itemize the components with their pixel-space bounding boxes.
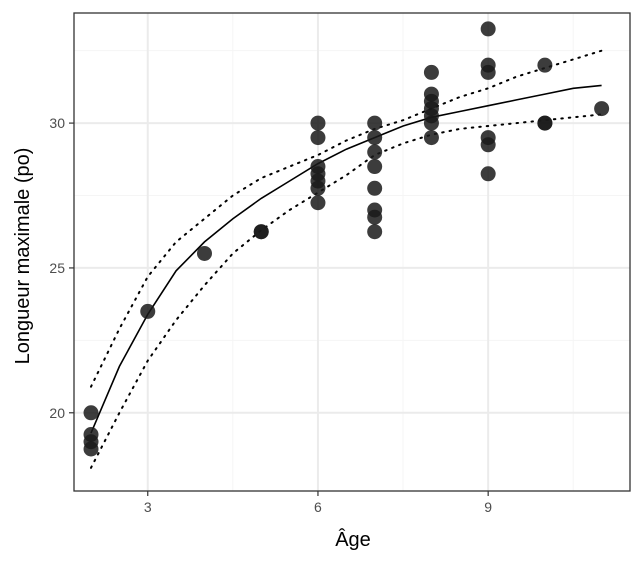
data-point [310, 195, 326, 211]
x-axis: 3 6 9 [144, 491, 492, 515]
x-tick-label: 6 [314, 499, 322, 515]
data-point [537, 57, 553, 73]
data-point [140, 303, 156, 319]
data-point [480, 21, 496, 37]
data-point [310, 180, 326, 196]
data-point [480, 64, 496, 80]
y-tick-label: 30 [49, 115, 65, 131]
fit-curve-group [90, 84, 602, 434]
data-point [367, 224, 383, 240]
y-tick-label: 20 [49, 405, 65, 421]
data-point [310, 115, 326, 131]
panel-background [74, 13, 630, 491]
data-point [480, 166, 496, 182]
data-point [83, 405, 99, 421]
data-point [367, 144, 383, 160]
data-point [367, 209, 383, 225]
data-point [537, 115, 553, 131]
data-point [423, 115, 439, 131]
data-point [423, 64, 439, 80]
data-point [423, 130, 439, 146]
y-axis: 20 25 30 [49, 115, 74, 421]
minor-gridlines [74, 13, 630, 491]
data-point [367, 115, 383, 131]
confidence-bands [90, 49, 603, 469]
data-point [253, 224, 269, 240]
upper-band-line [90, 49, 603, 388]
data-point [367, 180, 383, 196]
x-tick-label: 3 [144, 499, 152, 515]
x-axis-title: Âge [335, 528, 371, 551]
data-point [367, 159, 383, 175]
data-points [83, 21, 610, 457]
y-tick-label: 25 [49, 260, 65, 276]
major-gridlines [74, 13, 630, 491]
plot-panel [73, 12, 631, 492]
panel-border [73, 12, 631, 492]
lower-band-line [90, 113, 603, 469]
fit-curve-line [90, 84, 602, 434]
x-tick-label: 9 [484, 499, 492, 515]
data-point [196, 245, 212, 261]
data-point [594, 101, 610, 117]
y-axis-title: Longueur maximale (po) [12, 148, 34, 365]
data-point [310, 130, 326, 146]
data-point [480, 137, 496, 153]
data-point [367, 130, 383, 146]
data-point [83, 441, 99, 457]
